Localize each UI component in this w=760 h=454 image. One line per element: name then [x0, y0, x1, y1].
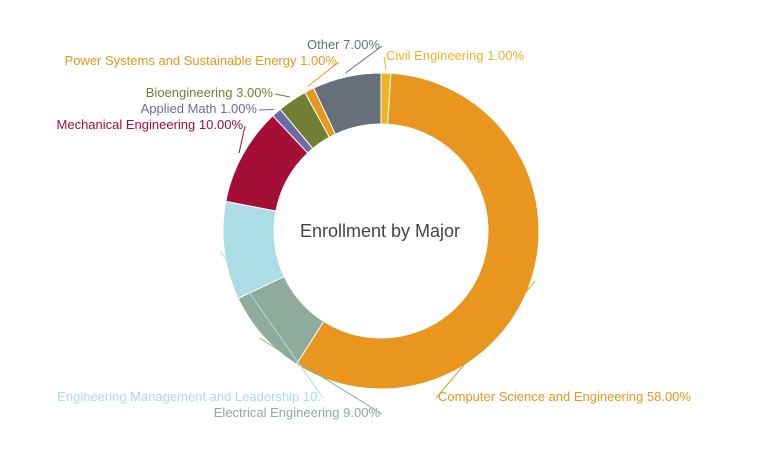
segment-value-label: 1.00%	[220, 101, 257, 116]
label-connector	[219, 251, 324, 399]
segment-label: Bioengineering 3.00%	[146, 85, 274, 100]
segment-name: Engineering Management and Leadership	[57, 389, 299, 404]
donut-segment	[313, 72, 382, 135]
segment-value-label: 7.00%	[343, 37, 380, 52]
label-connector	[238, 125, 246, 154]
segment-label: Applied Math 1.00%	[141, 101, 258, 116]
segment-label: Mechanical Engineering 10.00%	[57, 117, 244, 132]
label-connector	[383, 56, 387, 70]
chart-title: Enrollment by Major	[300, 221, 460, 241]
segment-name: Computer Science and Engineering	[438, 389, 643, 404]
segment-value-label: 9.00%	[343, 405, 380, 420]
segment-label: Engineering Management and Leadership 10…	[57, 389, 321, 404]
label-connector	[259, 337, 383, 415]
segment-name: Power Systems and Sustainable Energy	[65, 53, 297, 68]
segment-value-label: 1.00%	[300, 53, 337, 68]
segment-label: Computer Science and Engineering 58.00%	[438, 389, 691, 404]
segment-name: Electrical Engineering	[214, 405, 340, 420]
segment-label: Electrical Engineering 9.00%	[214, 405, 381, 420]
label-connector	[307, 61, 340, 88]
segment-label: Other 7.00%	[307, 37, 380, 52]
donut-segment	[295, 72, 540, 390]
segment-value-label: 10.00%	[199, 117, 244, 132]
segment-name: Civil Engineering	[386, 48, 484, 63]
segment-name: Other	[307, 37, 340, 52]
segment-label: Civil Engineering 1.00%	[386, 48, 524, 63]
label-connector	[258, 108, 274, 111]
segment-name: Bioengineering	[146, 85, 233, 100]
segment-value-label: 10.	[303, 389, 321, 404]
segment-value-label: 3.00%	[236, 85, 273, 100]
segment-value-label: 1.00%	[487, 48, 524, 63]
segment-value-label: 58.00%	[647, 389, 692, 404]
label-connector	[345, 45, 383, 74]
segment-label: Power Systems and Sustainable Energy 1.0…	[65, 53, 338, 68]
segment-name: Applied Math	[141, 101, 217, 116]
label-connector	[274, 93, 291, 98]
label-connector	[435, 280, 536, 399]
segment-name: Mechanical Engineering	[57, 117, 196, 132]
